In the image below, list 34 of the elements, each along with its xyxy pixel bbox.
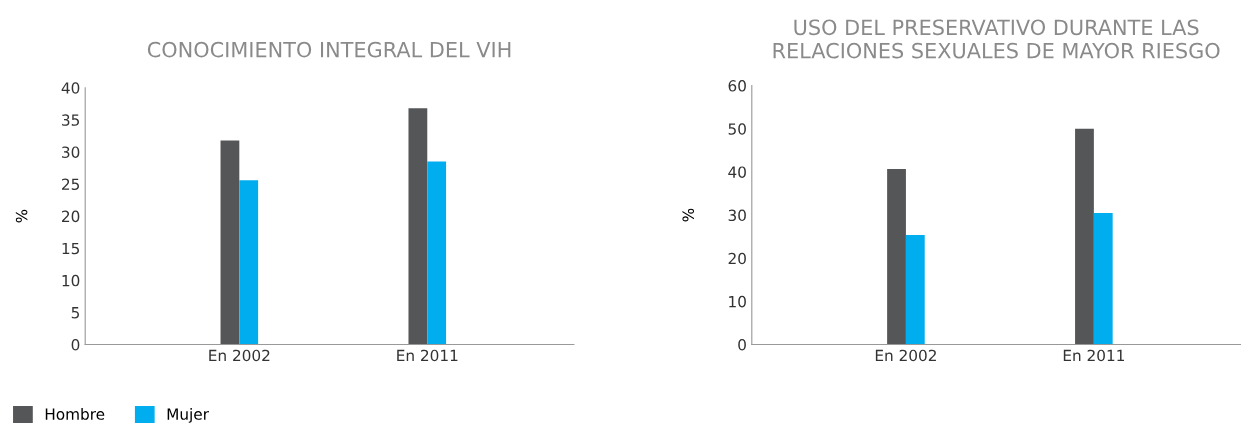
- x-tick-label: En 2002: [209, 349, 270, 362]
- bar: [1093, 212, 1113, 345]
- y-tick-label: 10: [729, 295, 746, 308]
- y-tick-label: 0: [738, 339, 746, 351]
- x-tick-label: En 2011: [397, 349, 458, 362]
- legend-label: Mujer: [167, 408, 209, 423]
- y-tick-label: 60: [728, 80, 746, 92]
- y-axis-title: %: [15, 209, 28, 223]
- bar: [905, 234, 925, 345]
- y-tick-label: 20: [728, 252, 746, 265]
- y-tick-label: 15: [62, 242, 80, 255]
- legend-label: Hombre: [45, 408, 105, 420]
- y-tick-label: 30: [62, 146, 80, 158]
- bar: [1075, 128, 1094, 345]
- bar: [427, 161, 447, 345]
- bar: [408, 108, 428, 345]
- y-tick-label: 40: [728, 166, 746, 178]
- bar: [220, 140, 240, 345]
- chart-title: CONOCIMIENTO INTEGRAL DEL VIH: [147, 41, 511, 58]
- y-tick-label: 5: [71, 307, 80, 319]
- y-tick-label: 40: [61, 82, 80, 94]
- chart-title: USO DEL PRESERVATIVO DURANTE LAS RELACIONES SEXUALES DE MAYOR RIESGO: [773, 19, 1220, 59]
- x-tick-label: En 2002: [875, 349, 936, 362]
- y-tick-label: 10: [62, 274, 80, 287]
- y-tick-label: 25: [62, 178, 80, 191]
- y-axis-title: %: [682, 208, 694, 222]
- y-tick-label: 0: [71, 339, 80, 351]
- x-tick-label: En 2011: [1063, 349, 1124, 362]
- y-tick-label: 20: [62, 210, 80, 223]
- y-tick-label: 30: [728, 209, 746, 222]
- bar: [887, 168, 906, 345]
- bar: [239, 180, 259, 345]
- y-tick-label: 50: [728, 123, 746, 135]
- y-tick-label: 35: [62, 114, 80, 126]
